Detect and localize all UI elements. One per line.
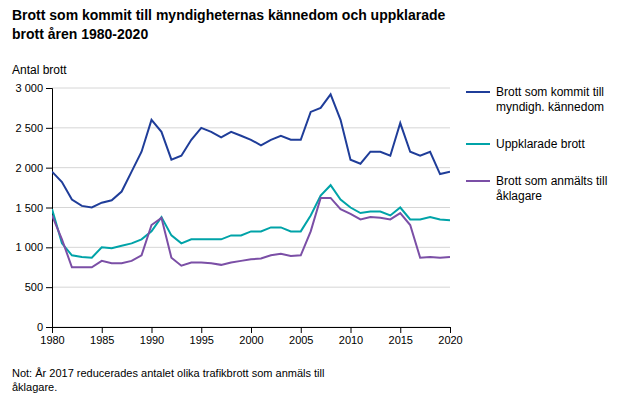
x-tick-mark (201, 327, 202, 333)
x-tick: 2015 (389, 327, 413, 346)
y-tick: 2 500 (15, 122, 52, 134)
x-tick: 2005 (289, 327, 313, 346)
legend-item: Brott som anmälts tillåklagare (466, 174, 607, 203)
y-tick: 1 000 (15, 241, 52, 253)
series-line (52, 185, 450, 257)
y-tick-label: 0 (37, 321, 43, 333)
grid-line (52, 207, 450, 208)
x-tick: 1990 (140, 327, 164, 346)
legend-label: Brott som anmälts tillåklagare (496, 174, 607, 203)
y-tick: 2 000 (15, 162, 52, 174)
y-tick: 0 (37, 321, 52, 333)
x-tick-mark (351, 327, 352, 333)
grid (52, 88, 450, 327)
x-axis: 1980 1985 1990 1995 2000 2005 2010 2015 2020 (40, 327, 462, 346)
y-tick-mark (46, 287, 52, 288)
y-tick-label: 500 (25, 281, 43, 293)
y-tick-mark (46, 88, 52, 89)
grid-line (52, 88, 450, 89)
x-tick-label: 2020 (438, 334, 462, 346)
x-tick-label: 1990 (140, 334, 164, 346)
legend-label: Brott som kommit tillmyndigh. kännedom (496, 85, 604, 114)
y-tick: 3 000 (15, 82, 52, 94)
y-tick-mark (46, 168, 52, 169)
y-tick-label: 3 000 (15, 82, 43, 94)
x-tick-mark (251, 327, 252, 333)
y-tick-mark (46, 128, 52, 129)
x-tick-label: 1985 (90, 334, 114, 346)
x-tick-mark (152, 327, 153, 333)
legend-label-line: Brott som anmälts till (496, 174, 607, 188)
grid-line (52, 287, 450, 288)
y-axis-line (46, 89, 53, 328)
note-line: åklagare. (12, 381, 57, 393)
x-tick: 2020 (438, 327, 462, 346)
y-tick-label: 2 500 (15, 122, 43, 134)
title: Brott som kommit till myndigheternas kän… (12, 7, 446, 42)
x-tick: 1995 (190, 327, 214, 346)
legend-label: Uppklarade brott (496, 137, 585, 151)
x-tick-mark (400, 327, 401, 333)
y-tick: 500 (25, 281, 52, 293)
chart: Brott som kommit till myndigheternas kän… (0, 0, 630, 399)
y-tick-mark (46, 247, 52, 248)
x-tick-label: 2000 (239, 334, 263, 346)
series-line (52, 94, 450, 207)
lines (52, 94, 450, 267)
grid-line (52, 127, 450, 128)
series-line (52, 198, 450, 267)
x-tick: 1980 (40, 327, 64, 346)
y-axis-label: Antal brott (12, 63, 67, 77)
x-tick-label: 1980 (40, 334, 64, 346)
note-line: Not: År 2017 reducerades antalet olika t… (12, 367, 324, 379)
grid-line (52, 167, 450, 168)
legend: Brott som kommit tillmyndigh. kännedom Up… (466, 85, 607, 203)
legend-item: Brott som kommit tillmyndigh. kännedom (466, 85, 604, 114)
y-tick-mark (46, 208, 52, 209)
x-tick-label: 2010 (339, 334, 363, 346)
note: Not: År 2017 reducerades antalet olika t… (12, 367, 324, 393)
x-tick-label: 2015 (389, 334, 413, 346)
y-tick-mark (46, 327, 52, 328)
y-tick-label: 1 500 (15, 202, 43, 214)
x-tick-mark (450, 327, 451, 333)
title-line: Brott som kommit till myndigheternas kän… (12, 7, 446, 23)
title-line: brott åren 1980-2020 (12, 26, 148, 42)
x-tick-mark (301, 327, 302, 333)
legend-item: Uppklarade brott (466, 137, 585, 151)
y-tick: 1 500 (15, 202, 52, 214)
legend-swatch (466, 91, 490, 93)
legend-label-line: myndigh. kännedom (496, 100, 604, 114)
x-tick-label: 2005 (289, 334, 313, 346)
x-tick-mark (102, 327, 103, 333)
legend-label-line: Uppklarade brott (496, 137, 585, 151)
x-tick: 2010 (339, 327, 363, 346)
legend-swatch (466, 180, 490, 182)
y-tick-label: 1 000 (15, 241, 43, 253)
plot: 1980 1985 1990 1995 2000 2005 2010 2015 2020 0 500… (15, 82, 462, 346)
y-axis: 0 500 1 000 1 500 2 000 2 500 3 000 (15, 82, 52, 333)
x-tick: 2000 (239, 327, 263, 346)
legend-label-line: åklagare (496, 189, 542, 203)
x-axis-line (53, 328, 451, 334)
y-tick-label: 2 000 (15, 162, 43, 174)
x-tick: 1985 (90, 327, 114, 346)
legend-label-line: Brott som kommit till (496, 85, 604, 99)
x-tick-label: 1995 (190, 334, 214, 346)
legend-swatch (466, 143, 490, 145)
